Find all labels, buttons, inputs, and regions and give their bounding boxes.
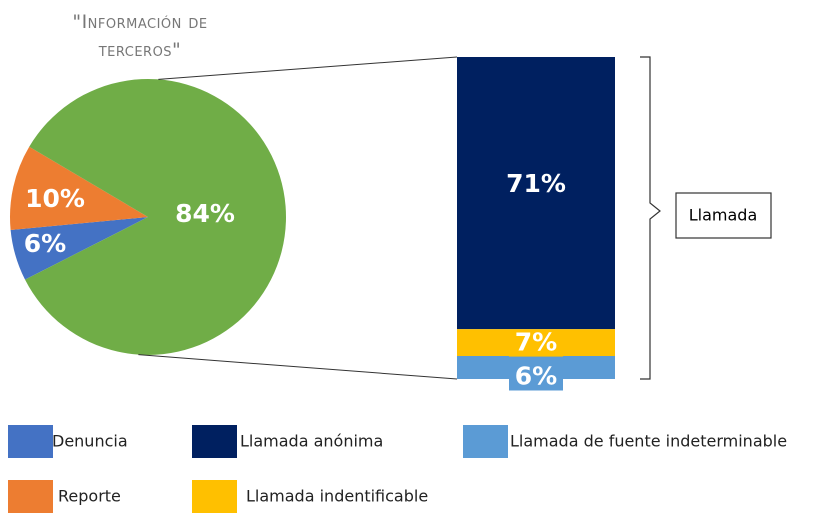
pie-label: 6% bbox=[24, 229, 66, 258]
legend-swatch bbox=[192, 480, 237, 513]
group-label: Llamada bbox=[689, 206, 758, 225]
legend-swatch bbox=[8, 480, 53, 513]
group-box bbox=[675, 192, 772, 239]
pie-slice bbox=[25, 79, 286, 356]
legend-label: Llamada indentificable bbox=[246, 487, 428, 506]
pie-slice bbox=[10, 217, 149, 280]
legend-swatch bbox=[463, 425, 508, 458]
pie-label: 10% bbox=[25, 184, 85, 213]
connector bbox=[158, 56, 458, 80]
chart-title: "Información de terceros" bbox=[72, 11, 208, 61]
bar-segment bbox=[457, 57, 615, 330]
pie-slice bbox=[10, 146, 148, 230]
pie-label: 84% bbox=[175, 199, 235, 228]
connector bbox=[138, 354, 458, 380]
legend-label: Denuncia bbox=[52, 432, 128, 451]
legend-swatch bbox=[192, 425, 237, 458]
legend-label: Llamada anónima bbox=[240, 432, 383, 451]
legend-swatch bbox=[8, 425, 53, 458]
label-bg bbox=[509, 364, 563, 391]
bar-label: 6% bbox=[515, 362, 557, 391]
legend-label: Reporte bbox=[58, 487, 121, 506]
bar-label: 71% bbox=[506, 169, 566, 198]
legend-label: Llamada de fuente indeterminable bbox=[510, 432, 787, 451]
bar-label: 7% bbox=[515, 328, 557, 357]
bracket bbox=[640, 56, 661, 380]
label-bg bbox=[509, 330, 563, 357]
